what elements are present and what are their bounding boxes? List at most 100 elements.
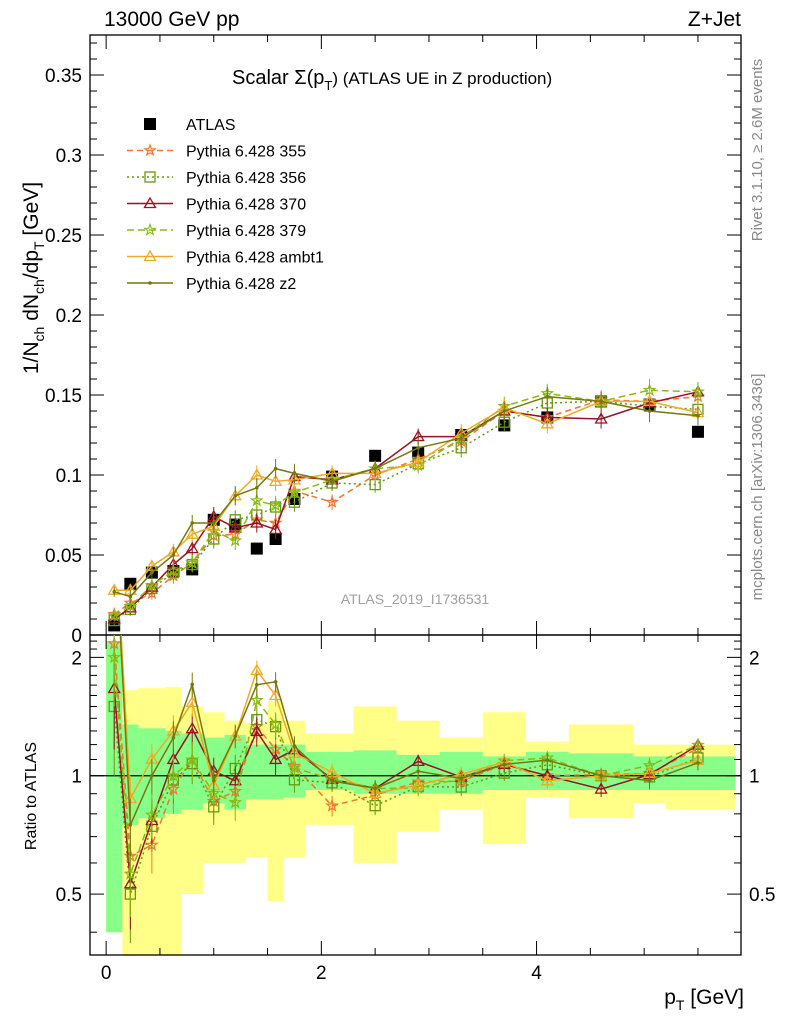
header-left: 13000 GeV pp (104, 8, 239, 31)
ratio-point (292, 744, 297, 749)
data-point (128, 594, 133, 599)
series-line (113, 395, 699, 598)
legend-label: Pythia 6.428 355 (186, 144, 306, 161)
ratio-point (647, 778, 652, 783)
ratio-point (459, 776, 464, 781)
ratio-point (166, 768, 181, 782)
title-tail: ) (ATLAS UE in Z production) (332, 69, 552, 88)
data-point (233, 494, 238, 498)
ratio-ytick-label-right: 2 (749, 648, 760, 669)
ratio-point (254, 682, 259, 687)
ratio-point (268, 752, 283, 765)
ratio-point (599, 773, 603, 778)
band-inner (246, 744, 268, 800)
legend-marker (143, 249, 157, 262)
ratio-ytick-label-right: 0.5 (749, 885, 775, 906)
data-point (287, 473, 302, 485)
data-point (250, 542, 263, 555)
ratio-point (268, 717, 283, 731)
xlabel-unit: [GeV] (684, 986, 744, 1009)
ratio-ytick-label-right: 1 (749, 767, 760, 788)
legend-marker (143, 196, 157, 209)
data-point (292, 471, 297, 476)
data-point (691, 425, 704, 438)
data-point (368, 466, 382, 479)
ratio-point (228, 795, 243, 809)
series-6 (112, 387, 700, 856)
data-point (268, 498, 283, 512)
data-point (268, 474, 283, 487)
data-point (287, 485, 302, 499)
ratio-point (107, 650, 122, 664)
data-point (150, 570, 154, 575)
ylabel-mid: dN (20, 294, 43, 327)
data-point (107, 608, 122, 622)
data-point (545, 394, 550, 399)
legend-marker (143, 143, 157, 157)
main-ylabel: 1/Nch dNch/dpT [GeV] (20, 182, 47, 374)
data-point (647, 409, 652, 413)
ratio-point (109, 507, 120, 517)
title-main: Scalar Σ(p (232, 67, 324, 89)
legend-label: ATLAS (186, 117, 236, 134)
legend-label: Pythia 6.428 379 (186, 223, 306, 240)
legend-label: Pythia 6.428 370 (186, 197, 306, 214)
ratio-frame (89, 634, 742, 956)
data-point (459, 436, 464, 441)
ytick-label: 0.1 (56, 466, 82, 487)
legend-marker (148, 281, 152, 285)
ratio-point (416, 769, 420, 774)
ratio-point (330, 779, 334, 783)
plot-title: Scalar Σ(pT) (ATLAS UE in Z production) (232, 67, 552, 93)
legend-marker (143, 222, 157, 236)
ratio-point (185, 695, 199, 708)
series-line (113, 391, 699, 620)
data-point (228, 533, 243, 547)
ratio-point (696, 760, 700, 765)
ratio-ytick-label: 1 (71, 767, 82, 788)
ratio-point (123, 866, 138, 880)
data-point (502, 409, 507, 413)
ytick-label: 0 (71, 626, 82, 647)
data-point (599, 399, 603, 404)
data-point (185, 527, 199, 539)
ratio-point (268, 688, 283, 701)
legend: ATLAS Pythia 6.428 355 Pythia 6.428 356 Pyt… (127, 117, 324, 293)
data-point (268, 522, 283, 535)
xtick-label: 2 (316, 963, 327, 984)
legend-label: Pythia 6.428 ambt1 (186, 250, 324, 267)
ratio-point (144, 807, 159, 821)
ratio-point (287, 760, 302, 774)
xlabel-main: p (664, 986, 676, 1009)
data-point (540, 417, 554, 429)
data-point (273, 466, 278, 471)
data-point (112, 590, 117, 594)
data-point (249, 493, 264, 507)
data-point (691, 384, 705, 398)
ratio-point (373, 786, 377, 791)
header-right: Z+Jet (688, 8, 741, 31)
ytick-label: 0.05 (45, 546, 82, 567)
ylabel-sub2: ch (31, 279, 47, 294)
ratio-ytick-label: 2 (71, 648, 82, 669)
legend-label: Pythia 6.428 z2 (186, 276, 296, 293)
ytick-label: 0.35 (45, 66, 82, 87)
ratio-point (250, 724, 264, 737)
ytick-label: 0.3 (56, 146, 82, 167)
ratio-point (540, 774, 554, 786)
ratio-point (594, 782, 608, 794)
ratio-ytick-label: 0.5 (56, 885, 82, 906)
data-point (190, 521, 195, 525)
data-point (325, 494, 339, 509)
band-inner (665, 756, 736, 790)
ratio-point (211, 778, 216, 783)
data-point (185, 541, 199, 554)
ylabel-tail: /dp (20, 250, 43, 279)
xtick-label: 4 (531, 963, 542, 984)
data-point (250, 516, 264, 528)
axes: 00.050.10.150.20.250.30.350.5 0.51 12 20 2 4 (45, 34, 775, 984)
data-point (166, 563, 181, 577)
ytick-label: 0.15 (45, 386, 82, 407)
data-point (594, 412, 608, 424)
series-line (113, 400, 699, 622)
